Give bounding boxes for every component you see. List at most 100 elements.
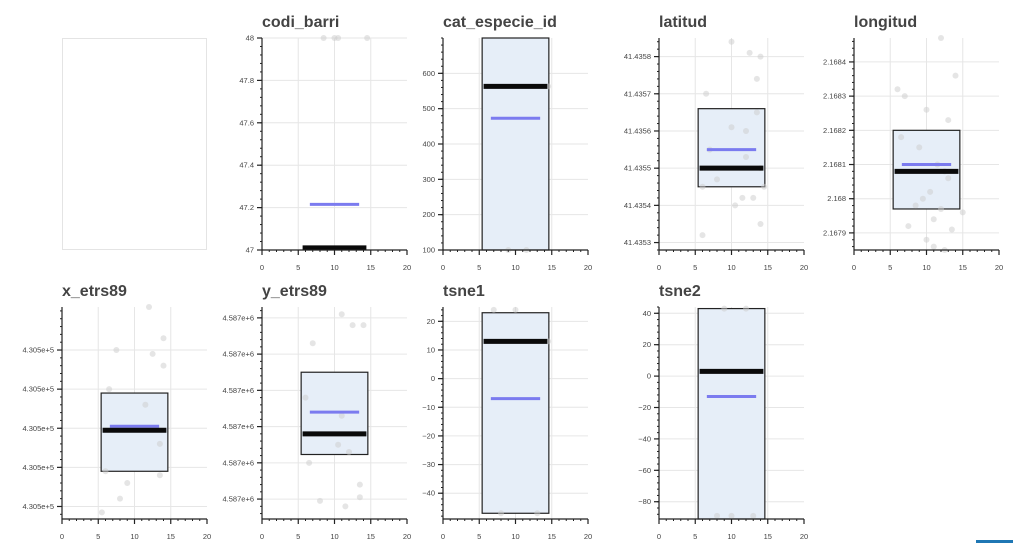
data-point — [750, 512, 757, 519]
y-tick-label: 2.168 — [827, 194, 846, 203]
data-point — [930, 216, 937, 223]
y-tick-label: 4.587e+6 — [223, 458, 255, 467]
data-point — [753, 109, 760, 116]
chart-title: longitud — [854, 14, 918, 31]
y-tick-label: 4.587e+6 — [223, 495, 255, 504]
data-point — [364, 35, 371, 41]
data-point — [948, 226, 955, 233]
x-tick-label: 10 — [922, 263, 930, 272]
data-point — [117, 495, 123, 502]
x-tick-label: 15 — [367, 263, 375, 272]
y-tick-label: 4.305e+5 — [23, 502, 55, 511]
y-tick-label: 47.4 — [239, 161, 254, 170]
y-tick-label: −60 — [638, 466, 651, 475]
x-tick-label: 0 — [260, 263, 264, 272]
data-point — [106, 386, 113, 393]
data-point — [523, 247, 530, 253]
data-point — [746, 49, 753, 56]
x-tick-label: 20 — [403, 263, 411, 272]
data-point — [952, 72, 959, 79]
x-tick-label: 0 — [852, 263, 856, 272]
y-tick-label: 2.1684 — [823, 57, 846, 66]
y-tick-label: 200 — [422, 210, 435, 219]
data-point — [156, 440, 163, 447]
x-tick-label: 0 — [657, 532, 661, 541]
x-tick-label: 5 — [693, 532, 697, 541]
y-tick-label: 300 — [422, 175, 435, 184]
y-tick-label: −40 — [422, 489, 435, 498]
data-point — [149, 350, 156, 357]
x-tick-label: 5 — [888, 263, 892, 272]
y-tick-label: 4.305e+5 — [23, 346, 55, 355]
data-point — [498, 510, 504, 517]
x-tick-label: 20 — [203, 532, 211, 541]
data-point — [113, 347, 120, 354]
data-point — [912, 202, 919, 209]
y-tick-label: −20 — [638, 403, 651, 412]
iqr-box — [100, 392, 169, 472]
data-point — [346, 448, 352, 455]
data-point — [757, 53, 764, 60]
y-tick-label: 47.6 — [239, 118, 254, 127]
x-tick-label: 10 — [130, 532, 138, 541]
data-point — [927, 188, 934, 195]
x-tick-label: 0 — [657, 263, 661, 272]
x-tick-label: 20 — [800, 532, 808, 541]
iqr-box — [697, 307, 766, 520]
data-point — [959, 209, 966, 216]
data-point — [905, 223, 912, 230]
data-point — [306, 459, 313, 466]
y-tick-label: 47.8 — [239, 76, 254, 85]
corner-tab — [976, 540, 1013, 543]
y-tick-label: 41.4353 — [624, 238, 651, 247]
x-tick-label: 0 — [260, 532, 264, 541]
y-tick-label: 4.305e+5 — [23, 424, 55, 433]
data-point — [356, 481, 363, 488]
x-tick-label: 5 — [477, 532, 481, 541]
data-point — [331, 35, 338, 41]
data-point — [98, 509, 105, 516]
y-tick-label: −10 — [422, 403, 435, 412]
data-point — [923, 106, 930, 113]
y-tick-label: 4.587e+6 — [223, 313, 255, 322]
y-tick-label: 41.4357 — [624, 89, 651, 98]
data-point — [728, 38, 735, 45]
data-point — [938, 205, 944, 212]
data-point — [945, 117, 952, 124]
y-tick-label: 400 — [422, 140, 435, 149]
data-point — [916, 144, 923, 151]
data-point — [714, 176, 720, 183]
y-tick-label: 47 — [246, 246, 254, 255]
data-point — [706, 146, 713, 153]
data-point — [156, 472, 163, 479]
chart-title: x_etrs89 — [62, 283, 127, 300]
data-point — [309, 340, 316, 347]
x-tick-label: 15 — [167, 532, 175, 541]
data-point — [338, 412, 345, 419]
y-tick-label: 41.4356 — [624, 126, 651, 135]
x-tick-label: 5 — [693, 263, 697, 272]
y-tick-label: −30 — [422, 460, 435, 469]
y-tick-label: 4.305e+5 — [23, 463, 55, 472]
x-tick-label: 20 — [800, 263, 808, 272]
data-point — [317, 497, 323, 504]
data-point — [320, 35, 327, 41]
data-point — [703, 90, 710, 97]
x-tick-label: 5 — [296, 263, 300, 272]
iqr-box — [481, 37, 550, 251]
data-point — [721, 305, 728, 312]
y-tick-label: 500 — [422, 104, 435, 113]
data-point — [941, 247, 948, 253]
y-tick-label: 0 — [647, 372, 651, 381]
data-point — [898, 134, 905, 141]
y-tick-label: −40 — [638, 434, 651, 443]
chart-title: cat_especie_id — [443, 14, 557, 31]
x-tick-label: 0 — [441, 263, 445, 272]
y-tick-label: 4.587e+6 — [223, 422, 255, 431]
data-point — [360, 322, 367, 329]
x-tick-label: 15 — [764, 263, 772, 272]
data-point — [901, 93, 908, 100]
x-tick-label: 10 — [511, 263, 519, 272]
data-point — [743, 154, 749, 161]
data-point — [349, 322, 356, 329]
